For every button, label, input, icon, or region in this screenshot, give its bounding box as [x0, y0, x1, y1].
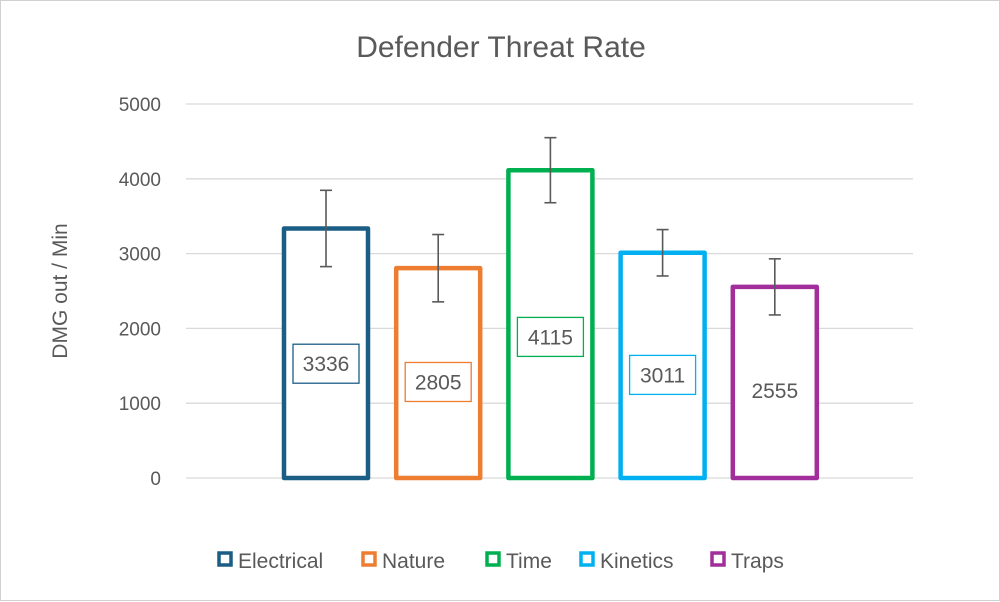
data-label: 2555 — [751, 380, 798, 403]
data-label: 4115 — [528, 326, 573, 349]
legend-label: Nature — [382, 550, 445, 573]
data-label: 2805 — [415, 371, 462, 394]
y-tick-label: 0 — [150, 469, 161, 490]
data-label: 3011 — [640, 364, 685, 387]
legend-swatch — [579, 551, 595, 567]
y-tick-label: 1000 — [119, 394, 161, 415]
legend-swatch — [217, 551, 233, 567]
chart-title: Defender Threat Rate — [356, 31, 646, 64]
legend-swatch — [710, 551, 726, 567]
y-tick-label: 2000 — [119, 319, 161, 340]
data-label: 3336 — [303, 353, 350, 376]
legend-swatch — [485, 551, 501, 567]
legend-label: Kinetics — [600, 550, 674, 573]
y-tick-label: 5000 — [119, 95, 161, 116]
legend-label: Time — [506, 550, 552, 573]
bar-traps — [730, 284, 820, 481]
data-label-box — [516, 316, 585, 358]
y-tick-label: 4000 — [119, 170, 161, 191]
legend-swatch — [361, 551, 377, 567]
y-tick-label: 3000 — [119, 245, 161, 266]
legend-label: Traps — [731, 550, 784, 573]
y-axis-label: DMG out / Min — [49, 223, 72, 358]
data-label-box — [404, 361, 472, 403]
data-label-box — [628, 354, 697, 396]
data-label-box — [292, 343, 360, 384]
legend-label: Electrical — [238, 550, 323, 573]
